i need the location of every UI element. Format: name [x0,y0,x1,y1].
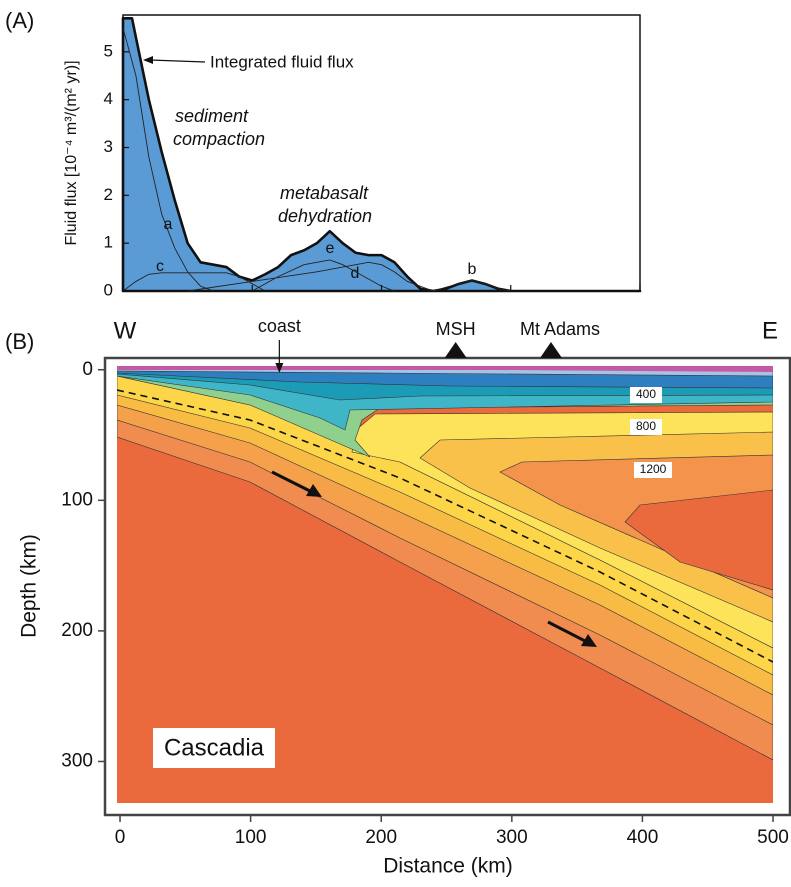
component-label: b [468,261,477,278]
panel-a-frame [122,14,641,292]
component-line [122,27,214,292]
y-tick-label: 3 [104,137,113,156]
y-tick-label: 200 [61,620,93,641]
component-label: c [156,258,164,275]
x-tick-label: 200 [365,827,397,848]
annotation: metabasalt [280,183,369,203]
flow-arrowhead [306,484,322,497]
component-line [187,261,434,292]
isotherm-label-box [630,387,662,403]
y-tick-label: 300 [61,750,93,771]
volcano [540,342,563,358]
marker-label: coast [258,316,301,336]
marker-label: MSH [436,319,476,339]
component-line [252,259,395,292]
coast-arrowhead [275,363,284,373]
x-tick-label: 100 [235,827,267,848]
flow-arrow [547,620,588,644]
component-label: d [351,265,360,282]
thermal-section [117,366,773,803]
annotation: compaction [173,129,265,149]
chart-title: Cascadia [164,734,265,761]
flow-arrowhead [581,634,597,647]
y-axis-label: Fluid flux [10⁻⁴ m³/(m² yr)] [63,60,80,245]
series-label: Integrated fluid flux [210,52,354,71]
title-box [153,728,275,768]
x-tick-label: 400 [627,827,659,848]
isotherm-label: 800 [636,419,656,433]
isotherm-label-box [630,419,662,435]
end-label: E [762,317,778,344]
component-label: e [326,240,335,257]
isotherm-label: 1200 [640,462,667,476]
annotation-arrow [149,59,206,63]
volcano [444,342,467,358]
component-label: a [164,216,173,233]
isotherm-label-box [634,462,672,478]
panel-label: (A) [5,8,34,33]
y-tick-label: 100 [61,489,93,510]
x-tick-label: 0 [115,827,126,848]
isotherm-label: 400 [636,387,656,401]
end-label: W [114,317,137,344]
y-tick-label: 2 [104,185,113,204]
y-tick-label: 1 [104,233,113,252]
annotation: dehydration [278,206,372,226]
x-axis-label: Distance (km) [383,855,513,878]
y-tick-label: 4 [104,89,113,108]
annotation: sediment [175,106,249,126]
flow-arrow [271,470,313,494]
marker-label: Mt Adams [520,319,600,339]
x-tick-label: 300 [496,827,528,848]
y-axis-label: Depth (km) [18,534,41,638]
slab-top [117,389,773,663]
y-tick-label: 0 [82,359,93,380]
y-tick-label: 5 [104,41,113,60]
x-tick-label: 500 [757,827,789,848]
wedge-core [624,489,773,591]
component-line [122,272,266,292]
annotation-arrowhead [143,56,153,64]
panel-label: (B) [5,329,34,354]
component-line [433,280,511,292]
y-tick-label: 0 [104,280,113,299]
